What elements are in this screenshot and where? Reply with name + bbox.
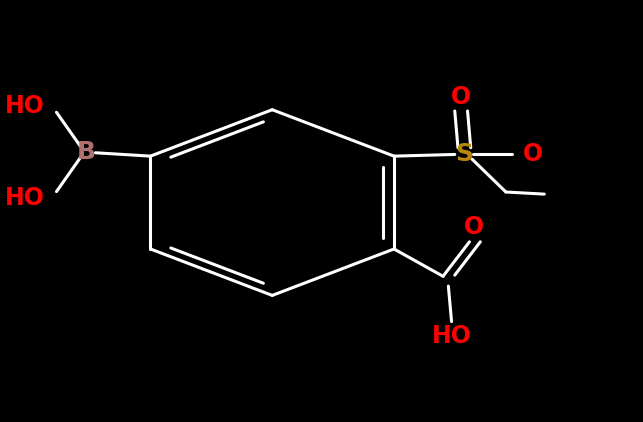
Text: B: B	[77, 140, 96, 164]
Text: HO: HO	[5, 187, 44, 210]
Text: O: O	[523, 142, 543, 166]
Text: HO: HO	[431, 325, 471, 348]
Text: O: O	[464, 215, 484, 239]
Text: HO: HO	[5, 94, 44, 117]
Text: S: S	[455, 142, 473, 166]
Text: O: O	[451, 85, 471, 109]
